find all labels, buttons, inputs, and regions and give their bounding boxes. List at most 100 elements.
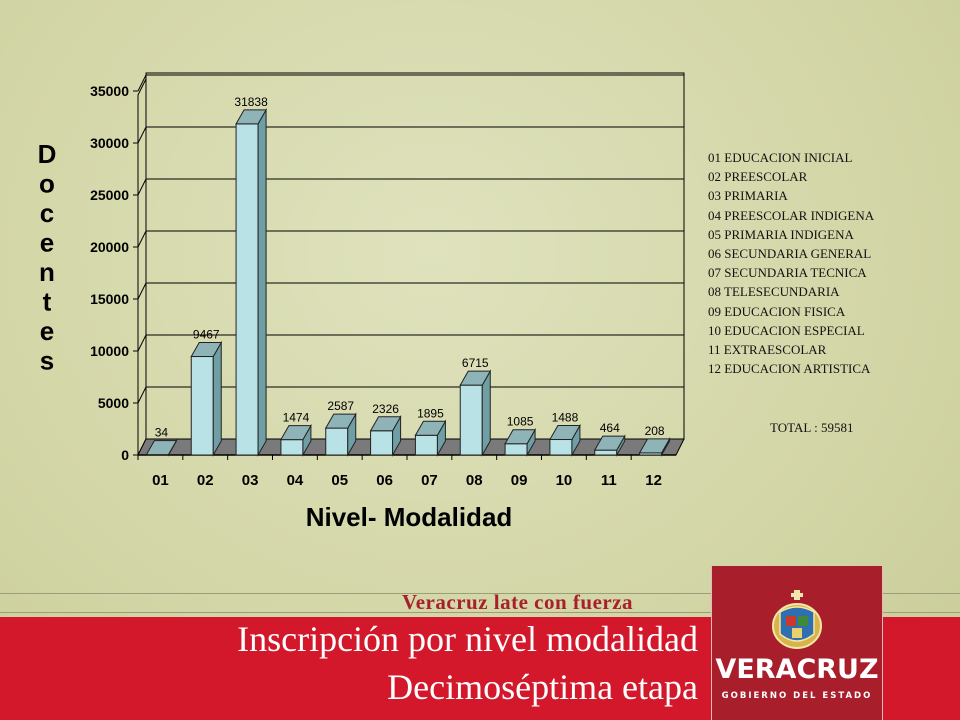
data-label: 34 [155,426,169,440]
bar-top [235,109,267,125]
legend-item: 03 PRIMARIA [708,188,788,204]
legend-item: 05 PRIMARIA INDIGENA [708,226,854,242]
bar-10 [549,423,581,457]
bar-02 [190,340,223,457]
x-tick-label: 03 [242,472,259,489]
bar-chart: 0 5000 10000 15000 20000 25000 30000 35000 01 02… [38,72,685,532]
gridline [137,282,684,300]
data-label: 464 [600,421,620,435]
data-label: 208 [645,424,665,438]
legend-item: 06 SECUNDARIA GENERAL [708,246,872,262]
data-label: 6715 [462,356,489,370]
gridline [137,126,684,144]
bar-09 [504,427,536,457]
legend-item: 09 EDUCACION FISICA [708,303,846,319]
government-logo: VERACRUZ GOBIERNO DEL ESTADO [711,566,883,720]
legend-item: 01 EDUCACION INICIAL [708,150,853,165]
bar-06 [369,414,402,457]
bar-top [593,435,626,451]
y-tick-label: 25000 [90,187,129,203]
bar-top [324,413,357,429]
bar-03 [235,108,267,457]
y-tick-label: 35000 [90,83,129,99]
bar-top [145,440,178,456]
y-axis-label-char: c [40,198,54,228]
x-tick-label: 04 [287,472,304,489]
y-axis-label-char: D [38,139,57,169]
bar-front [504,443,528,456]
x-tick-label: 02 [197,472,214,489]
x-tick-label: 01 [152,472,169,489]
legend-item: 07 SECUNDARIA TECNICA [708,265,867,281]
bar-front [370,430,394,456]
logo-subtitle: GOBIERNO DEL ESTADO [721,691,873,701]
x-axis-label: Nivel- Modalidad [306,502,513,532]
bar-top [459,370,492,386]
y-axis-label-char: s [40,346,54,376]
data-label: 1895 [417,406,444,420]
gridline [137,74,684,92]
y-tick-label: 10000 [90,343,129,359]
data-label: 1085 [507,415,534,429]
x-tick-label: 12 [645,472,662,489]
gridline [137,386,684,404]
y-tick-label: 20000 [90,239,129,255]
data-label: 2326 [372,402,399,416]
x-tick-label: 09 [511,472,528,489]
x-tick-label: 10 [556,472,573,489]
x-tick-label: 07 [421,472,438,489]
x-tick-label: 05 [331,472,348,489]
total-label: TOTAL : 59581 [770,420,854,435]
y-tick-label: 0 [121,447,129,463]
bar-front [325,427,349,456]
bar-front [235,123,259,456]
y-axis-label-char: e [40,316,54,346]
bar-top [414,420,447,436]
bar-05 [324,412,357,457]
data-label: 1474 [283,411,310,425]
slogan: Veracruz late con fuerza [402,590,634,614]
bar-top [369,416,402,432]
data-label: 31838 [234,95,268,109]
bar-07 [414,419,447,457]
coat-of-arms-icon [772,590,822,649]
x-tick-label: 06 [376,472,393,489]
y-tick-label: 5000 [98,395,129,411]
bar-side [257,108,267,457]
gridline [137,178,684,196]
legend-item: 11 EXTRAESCOLAR [708,342,827,358]
data-label: 2587 [327,399,354,413]
bar-top [504,429,536,445]
logo-name: VERACRUZ [715,654,879,685]
legend-item: 10 EDUCACION ESPECIAL [708,322,865,338]
gridline [137,230,684,248]
bar-front [414,434,438,456]
bar-front [190,356,214,456]
bar-front [549,439,573,456]
bar-front [594,449,618,456]
bar-top [190,342,223,358]
gridline [137,334,684,352]
page-title-line1: Inscripción por nivel modalidad [237,619,698,659]
bar-top [638,438,671,454]
bar-side [212,340,222,457]
x-tick-label: 08 [466,472,483,489]
footer-divider-top [0,593,960,594]
legend-item: 12 EDUCACION ARTISTICA [708,361,871,377]
bar-12 [638,436,671,457]
footer-divider-bottom [0,612,960,613]
data-label: 9467 [193,328,220,342]
y-axis-label-char: o [39,169,55,199]
legend-item: 08 TELESECUNDARIA [708,284,840,300]
y-tick-label: 15000 [90,291,129,307]
bar-front [280,439,304,456]
legend-item: 04 PREESCOLAR INDIGENA [708,207,875,223]
bar-top [549,425,581,441]
data-label: 1488 [552,411,579,425]
y-axis-label-char: n [39,257,55,287]
bar-top [280,425,312,441]
bar-11 [593,434,626,457]
y-axis-label-char: t [43,287,52,317]
category-legend: 01 EDUCACION INICIAL 02 PREESCOLAR 03 PRIM… [708,148,874,378]
y-axis-label-char: e [40,228,54,258]
